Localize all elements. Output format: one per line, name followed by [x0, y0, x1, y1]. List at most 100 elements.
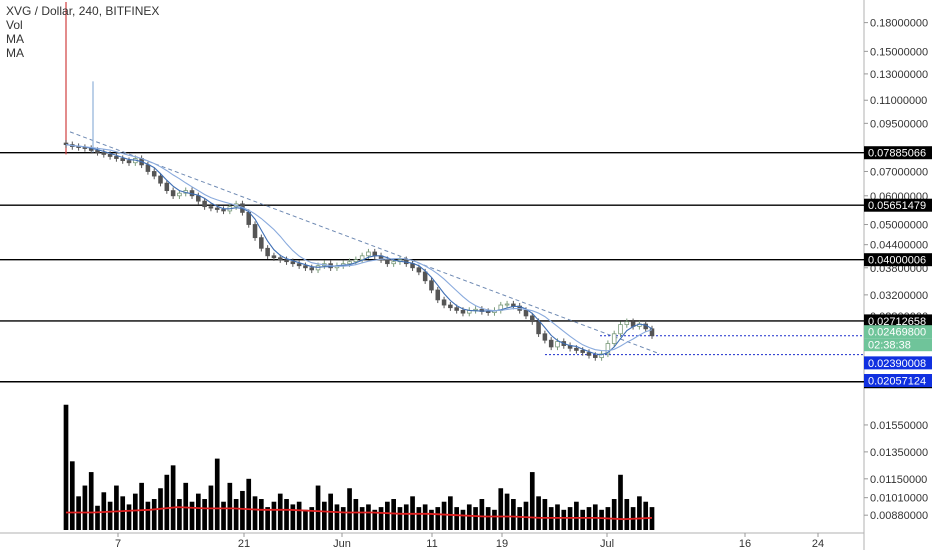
volume-bar	[637, 496, 642, 530]
candle-body	[271, 255, 277, 259]
descending-trendline	[69, 131, 661, 355]
volume-bar	[303, 509, 308, 530]
volume-bar	[315, 485, 321, 530]
volume-bar	[454, 507, 460, 530]
candle-body	[574, 347, 579, 351]
volume-bar	[271, 501, 277, 530]
candle-body	[290, 261, 296, 265]
candle-body	[277, 257, 283, 261]
volume-bar	[536, 496, 541, 530]
candle-body	[511, 303, 516, 307]
candle-body	[177, 192, 182, 197]
candle-body	[259, 237, 264, 249]
time-tick-label: Jun	[333, 538, 351, 550]
volume-bar	[347, 488, 352, 530]
volume-bar	[132, 493, 138, 530]
candle-body	[536, 321, 541, 335]
volume-bar	[126, 504, 132, 530]
candle-body	[441, 299, 447, 306]
candle-body	[542, 333, 548, 341]
candle-body	[366, 251, 371, 257]
last-price-badge: 0.02469800	[868, 327, 926, 339]
volume-bar	[529, 472, 535, 530]
last-price-badge-bg	[864, 325, 932, 339]
level-price-badge: 0.05651479	[868, 200, 926, 212]
price-tick-label: 0.07000000	[870, 166, 928, 178]
volume-bar	[151, 499, 157, 530]
candle-body	[555, 341, 560, 348]
volume-bar	[258, 499, 264, 530]
volume-bar	[372, 509, 378, 530]
price-tick-label: 0.11000000	[870, 95, 927, 107]
volume-bar	[120, 496, 126, 530]
candle-body	[454, 307, 459, 311]
candle-body	[353, 259, 359, 263]
ma-indicator-label[interactable]: MA	[6, 46, 24, 60]
time-tick-label: 11	[426, 538, 437, 550]
volume-bar	[403, 504, 409, 530]
volume-bar	[574, 501, 579, 530]
volume-bar	[114, 485, 119, 530]
volume-bar	[429, 509, 434, 530]
price-tick-label: 0.18000000	[870, 18, 928, 30]
volume-bar	[359, 507, 365, 530]
candle-body	[246, 211, 252, 225]
candle-body	[530, 315, 535, 323]
volume-tick-label: 0.01550000	[870, 420, 928, 432]
volume-bar	[82, 485, 88, 530]
volume-bar	[504, 493, 510, 530]
time-tick-label: 21	[238, 538, 250, 550]
marker-price-badge: 0.02390008	[868, 358, 926, 370]
candle-body	[309, 267, 315, 271]
candle-body	[391, 261, 396, 265]
marker-price-badge-bg	[864, 374, 932, 388]
volume-bar	[202, 499, 207, 530]
volume-bar	[340, 507, 346, 530]
marker-price-badge-bg	[864, 356, 932, 370]
candle-body	[460, 309, 466, 314]
volume-bar	[88, 472, 94, 530]
candle-body	[196, 195, 201, 202]
volume-bar	[195, 493, 201, 530]
volume-ma-line	[66, 506, 653, 521]
volume-bar	[435, 507, 441, 530]
price-tick-label: 0.03200000	[870, 290, 928, 302]
level-price-badge: 0.02712658	[868, 316, 926, 328]
volume-tick-label: 0.01150000	[870, 474, 927, 486]
volume-bar	[284, 499, 289, 530]
candle-body	[158, 175, 163, 184]
ma-indicator-label[interactable]: MA	[6, 32, 24, 46]
candle-body	[580, 349, 585, 353]
price-tick-label: 0.05000000	[870, 220, 928, 232]
price-tick-label: 0.13000000	[870, 69, 928, 81]
symbol-title: XVG / Dollar, 240, BITFINEX	[6, 4, 160, 18]
volume-bar	[177, 499, 182, 530]
candle-body	[284, 259, 289, 263]
volume-bar	[441, 501, 447, 530]
volume-bar	[378, 507, 384, 530]
volume-bar	[139, 482, 144, 530]
candle-body	[485, 311, 491, 313]
price-tick-label: 0.09500000	[870, 118, 928, 130]
candle-body	[422, 271, 428, 282]
volume-tick-label: 0.01010000	[870, 493, 928, 505]
volume-bar	[322, 501, 327, 530]
candle-body	[120, 158, 125, 162]
level-price-badge-bg	[864, 146, 932, 160]
candle-body	[101, 152, 107, 155]
volume-bar	[448, 496, 453, 530]
volume-bar	[214, 458, 220, 530]
volume-tick-label: 0.00880000	[870, 510, 928, 522]
candle-body	[265, 247, 270, 257]
volume-indicator-label[interactable]: Vol	[6, 18, 23, 32]
countdown-badge: 02:38:38	[868, 340, 911, 352]
volume-bar	[265, 507, 270, 530]
volume-bar	[391, 499, 396, 530]
countdown-badge-bg	[864, 338, 932, 352]
volume-bar	[643, 501, 649, 530]
volume-tick-label: 0.01350000	[870, 447, 928, 459]
candle-body	[151, 171, 157, 177]
time-tick-label: 19	[496, 538, 508, 550]
